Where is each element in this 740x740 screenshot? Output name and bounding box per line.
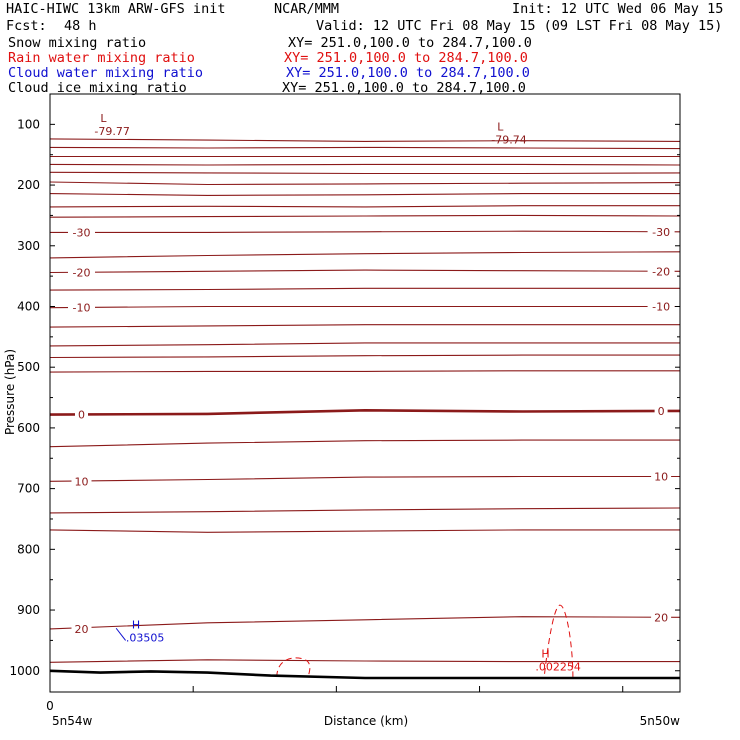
y-tick-label: 300 (17, 239, 40, 253)
center-title: NCAR/MMM (274, 1, 340, 17)
terrain-line (49, 669, 680, 680)
plot-frame (49, 93, 681, 693)
isotherm-label-bg (71, 622, 92, 635)
init-time: Init: 12 UTC Wed 06 May 15 (512, 1, 724, 17)
isotherm-label: -20 (73, 266, 91, 279)
y-tick-label: 500 (17, 360, 40, 374)
isotherm-contours: -30 -30 -20 -20 -10 -10 0 0 10 10 20 20 (49, 138, 681, 677)
isotherm-line (49, 205, 680, 208)
low-marker: L (497, 120, 504, 133)
isotherm-label: -30 (73, 226, 91, 239)
isotherm-label: 0 (658, 405, 665, 418)
field-xy-snow: XY= 251.0,100.0 to 284.7,100.0 (288, 35, 532, 51)
isotherm-line (49, 659, 680, 663)
field-xy-rain: XY= 251.0,100.0 to 284.7,100.0 (284, 50, 528, 66)
forecast-hours: 48 h (64, 18, 97, 34)
high-marker: H (541, 647, 549, 660)
terrain-surface (49, 669, 680, 680)
isotherm-line (49, 269, 681, 274)
model-title: HAIC-HIWC 13km ARW-GFS init (6, 1, 226, 17)
isotherm-label: 20 (654, 611, 668, 624)
isotherm-label: 10 (75, 475, 89, 488)
field-name-cloud-water: Cloud water mixing ratio (8, 65, 204, 81)
low-marker: L (100, 112, 107, 125)
high-value: .002254 (535, 660, 581, 673)
isotherm-label-bg (651, 611, 672, 624)
isotherm-label-bg (654, 404, 668, 417)
x-end-location: 5n50w (640, 714, 681, 728)
y-tick-label: 900 (17, 603, 40, 617)
isotherm-label-bg (647, 225, 675, 238)
y-tick-label: 600 (17, 421, 40, 435)
low-value: -79.77 (94, 125, 129, 138)
isotherm-line (49, 138, 681, 142)
rain-water-contour (276, 657, 311, 677)
isotherm-line (49, 342, 680, 347)
cloud-water-contour (115, 627, 126, 641)
valid-time: Valid: 12 UTC Fri 08 May 15 (09 LST Fri … (316, 18, 723, 34)
rain-water-contour (544, 604, 574, 677)
isotherm-label-bg (68, 301, 95, 314)
isotherm-line (49, 251, 681, 259)
isotherm-label: -10 (73, 302, 91, 315)
isotherm-line (50, 230, 681, 233)
field-name-cloud-ice: Cloud ice mixing ratio (8, 80, 187, 96)
isotherm-label-bg (68, 226, 95, 239)
isotherm-line (49, 408, 681, 416)
isotherm-line (49, 146, 681, 150)
x-axis-label: Distance (km) (324, 714, 408, 728)
x-start-location: 5n54w (52, 714, 93, 728)
forecast-label: Fcst: (6, 18, 47, 34)
isotherm-line (49, 287, 680, 291)
isotherm-line (49, 305, 680, 309)
isotherm-line (49, 324, 680, 328)
isotherm-line (49, 354, 680, 359)
field-xy-cloud-water: XY= 251.0,100.0 to 284.7,100.0 (286, 65, 530, 81)
y-tick-label: 400 (17, 299, 40, 313)
isotherm-label: 20 (75, 623, 89, 636)
x-origin-label: 0 (46, 699, 54, 713)
isotherm-line (49, 616, 681, 630)
low-value: -79.74 (491, 133, 526, 146)
field-name-snow: Snow mixing ratio (8, 35, 147, 51)
y-tick-label: 200 (17, 178, 40, 192)
isotherm-line (49, 370, 680, 373)
isotherm-label-bg (647, 265, 675, 278)
isotherm-line (49, 181, 681, 186)
isotherm-line (49, 439, 680, 448)
isotherm-label-bg (75, 408, 88, 421)
high-marker: H (132, 618, 140, 631)
isotherm-label: 10 (654, 470, 668, 483)
isotherm-line (49, 171, 681, 175)
isotherm-label: 0 (78, 409, 85, 422)
isotherm-label-bg (71, 475, 92, 488)
isotherm-label-bg (68, 266, 95, 279)
isotherm-label: -30 (652, 226, 670, 239)
high-value: .03505 (126, 631, 164, 644)
isotherm-label-bg (651, 470, 672, 483)
y-axis-label: Pressure (hPa) (3, 349, 17, 435)
isotherm-line (49, 529, 680, 533)
isotherm-line (49, 214, 681, 218)
y-tick-label: 700 (17, 482, 40, 496)
isotherm-line (49, 163, 681, 166)
field-xy-cloud-ice: XY= 251.0,100.0 to 284.7,100.0 (282, 80, 526, 96)
y-tick-label: 800 (17, 542, 40, 556)
isotherm-label-bg (647, 300, 675, 313)
isotherm-line (49, 193, 680, 196)
isotherm-label: -20 (652, 265, 670, 278)
isotherm-line (49, 475, 680, 482)
isotherm-label: -10 (652, 300, 670, 313)
y-tick-label: 100 (17, 117, 40, 131)
field-name-rain: Rain water mixing ratio (8, 50, 195, 66)
y-tick-label: 1000 (9, 664, 40, 678)
isotherm-line (49, 507, 681, 514)
